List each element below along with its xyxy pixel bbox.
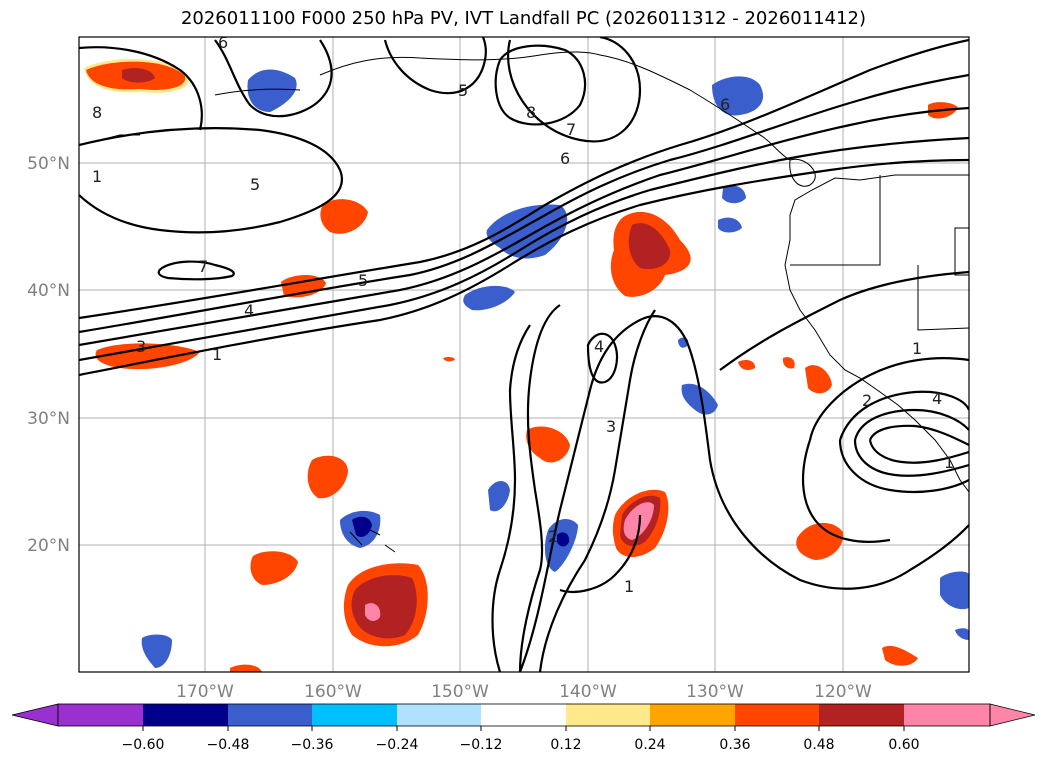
contour-label: 4	[244, 301, 254, 320]
colorbar-tick-label: −0.36	[291, 737, 334, 753]
contour-label: 4	[932, 389, 942, 408]
latitude-labels: 50°N 40°N 30°N 20°N	[27, 154, 70, 556]
contour-label: 6	[720, 95, 730, 114]
lat-label: 50°N	[27, 154, 70, 174]
colorbar-swatch	[650, 704, 735, 726]
colorbar-extend-high	[989, 703, 1036, 727]
contour-label: 6	[560, 149, 570, 168]
contour-label: 5	[250, 175, 260, 194]
colorbar-swatch	[904, 704, 990, 726]
colorbar-swatch	[566, 704, 650, 726]
lat-label: 20°N	[27, 536, 70, 556]
colorbar-swatch	[143, 704, 228, 726]
contour-label-group: 6 8 5 8 7 6 6 1 5 7 5 4 3 1 4 3 2 1 1 2 …	[92, 33, 954, 596]
colorbar: −0.60 −0.48 −0.36 −0.24 −0.12 0.12 0.24 …	[11, 703, 1036, 753]
graticule	[79, 37, 969, 672]
colorbar-swatch	[397, 704, 481, 726]
colorbar-tick-label: −0.60	[122, 737, 165, 753]
lat-label: 30°N	[27, 409, 70, 429]
contour-label: 4	[594, 337, 604, 356]
colorbar-tick-label: −0.12	[460, 737, 503, 753]
lat-label: 40°N	[27, 281, 70, 301]
lon-label: 120°W	[814, 682, 872, 702]
colorbar-tick-label: 0.48	[803, 737, 834, 753]
colorbar-tick-label: 0.36	[719, 737, 750, 753]
contour-label: 5	[358, 271, 368, 290]
lon-label: 170°W	[176, 682, 234, 702]
colorbar-swatch	[735, 704, 819, 726]
lon-label: 160°W	[304, 682, 362, 702]
colorbar-swatch	[312, 704, 397, 726]
colorbar-outline	[57, 703, 991, 727]
colorbar-tick-label: −0.48	[207, 737, 250, 753]
contour-label: 1	[212, 345, 222, 364]
map-area	[79, 37, 969, 672]
colorbar-swatch	[228, 704, 312, 726]
pv-contours	[79, 37, 969, 672]
contour-label: 7	[198, 257, 208, 276]
contour-label: 1	[92, 167, 102, 186]
longitude-labels: 170°W 160°W 150°W 140°W 130°W 120°W	[176, 682, 872, 702]
lon-label: 140°W	[559, 682, 617, 702]
colorbar-swatch	[481, 704, 566, 726]
colorbar-swatch	[819, 704, 904, 726]
contour-label: 6	[218, 33, 228, 52]
map-frame	[78, 36, 970, 673]
colorbar-extend-low	[11, 703, 59, 727]
lon-label: 150°W	[431, 682, 489, 702]
contour-label: 7	[566, 120, 576, 139]
contour-label: 2	[862, 391, 872, 410]
contour-label: 5	[458, 81, 468, 100]
contour-label: 2	[548, 527, 558, 546]
contour-label: 8	[92, 103, 102, 122]
map-title: 2026011100 F000 250 hPa PV, IVT Landfall…	[180, 8, 867, 29]
colorbar-tick-label: 0.24	[634, 737, 665, 753]
contour-label: 1	[624, 577, 634, 596]
contour-label: 3	[606, 417, 616, 436]
colorbar-tick-label: 0.12	[550, 737, 581, 753]
colorbar-tick-label: −0.24	[376, 737, 419, 753]
colorbar-swatch	[58, 704, 143, 726]
colorbar-tick-label: 0.60	[888, 737, 919, 753]
contour-label: 8	[526, 103, 536, 122]
contour-label: 1	[912, 339, 922, 358]
lon-label: 130°W	[686, 682, 744, 702]
contour-label: 1	[944, 453, 954, 472]
contour-label: 3	[136, 337, 146, 356]
